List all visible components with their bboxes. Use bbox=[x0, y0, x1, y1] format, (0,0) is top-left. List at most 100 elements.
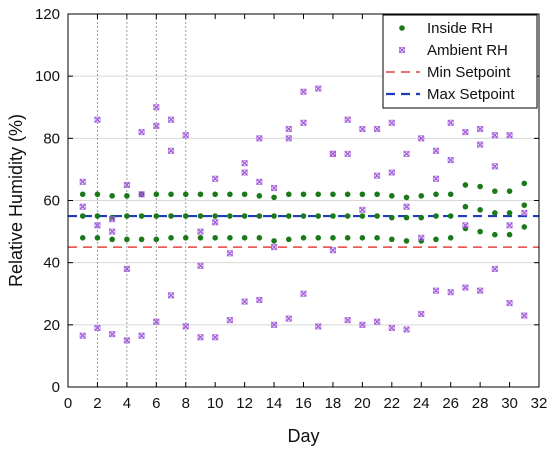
inside-rh-point bbox=[94, 213, 101, 219]
ambient-rh-point bbox=[138, 191, 145, 198]
ambient-rh-point bbox=[491, 132, 498, 139]
x-tick-label: 16 bbox=[295, 395, 312, 412]
inside-rh-point bbox=[212, 213, 218, 219]
ambient-rh-point bbox=[212, 334, 219, 341]
inside-rh-point bbox=[79, 191, 86, 198]
ambient-rh-point bbox=[256, 296, 263, 304]
ambient-rh-point bbox=[491, 265, 498, 272]
ambient-rh-point bbox=[374, 125, 381, 133]
ambient-rh-point bbox=[300, 119, 307, 126]
ambient-rh-point bbox=[241, 160, 248, 167]
ambient-rh-point bbox=[388, 169, 395, 176]
inside-rh-point bbox=[182, 213, 189, 219]
inside-rh-point bbox=[418, 214, 425, 221]
inside-rh-point bbox=[124, 236, 130, 243]
ambient-rh-point bbox=[477, 287, 484, 294]
inside-rh-point bbox=[359, 191, 366, 198]
ambient-rh-point bbox=[359, 125, 366, 133]
x-tick-label: 32 bbox=[531, 395, 548, 412]
ambient-rh-point bbox=[285, 135, 292, 142]
data-points bbox=[79, 85, 528, 344]
inside-rh-point bbox=[506, 231, 513, 238]
inside-rh-point bbox=[433, 236, 439, 243]
ambient-rh-point bbox=[226, 250, 233, 257]
inside-rh-point bbox=[447, 213, 454, 219]
ambient-rh-point bbox=[153, 122, 160, 129]
x-tick-label: 26 bbox=[442, 395, 459, 412]
inside-rh-point bbox=[418, 193, 425, 199]
ambient-rh-point bbox=[271, 321, 278, 328]
ambient-rh-point bbox=[477, 141, 484, 148]
ambient-rh-point bbox=[432, 287, 440, 294]
ambient-rh-point bbox=[138, 332, 145, 339]
inside-rh-point bbox=[153, 191, 160, 198]
x-tick-label: 18 bbox=[325, 395, 342, 412]
x-tick-label: 12 bbox=[236, 395, 253, 412]
inside-rh-point bbox=[271, 194, 277, 201]
ambient-rh-point bbox=[300, 290, 307, 297]
inside-rh-point bbox=[300, 191, 307, 198]
inside-rh-point bbox=[359, 235, 366, 241]
inside-rh-point bbox=[389, 214, 395, 221]
ambient-rh-point bbox=[462, 284, 469, 291]
ambient-rh-point bbox=[491, 163, 498, 170]
ambient-rh-point bbox=[388, 324, 395, 332]
legend-label-ambient-rh: Ambient RH bbox=[427, 42, 508, 59]
inside-rh-point bbox=[374, 191, 380, 198]
ambient-rh-point bbox=[167, 147, 175, 154]
ambient-rh-point bbox=[212, 219, 219, 226]
gridlines bbox=[68, 75, 539, 326]
inside-rh-point bbox=[153, 236, 160, 243]
inside-rh-point bbox=[153, 213, 160, 219]
ambient-rh-point bbox=[521, 312, 528, 319]
inside-rh-point bbox=[462, 182, 469, 188]
inside-rh-point bbox=[344, 191, 351, 198]
x-tick-label: 30 bbox=[501, 395, 518, 412]
inside-rh-point bbox=[374, 235, 380, 241]
ambient-rh-point bbox=[109, 228, 116, 235]
ambient-rh-point bbox=[388, 119, 395, 126]
legend-label-max-setpoint: Max Setpoint bbox=[427, 86, 515, 103]
ambient-rh-point bbox=[79, 332, 86, 339]
ambient-rh-point bbox=[241, 169, 248, 176]
x-axis-label: Day bbox=[287, 426, 319, 446]
ambient-rh-point bbox=[285, 125, 292, 133]
ambient-rh-point bbox=[447, 289, 454, 296]
ambient-rh-point bbox=[241, 298, 248, 305]
x-tick-label: 8 bbox=[182, 395, 190, 412]
ambient-rh-point bbox=[447, 119, 454, 126]
inside-rh-point bbox=[227, 213, 233, 219]
ambient-rh-point bbox=[94, 222, 101, 229]
inside-rh-point bbox=[344, 235, 351, 241]
ambient-rh-point bbox=[315, 85, 322, 92]
ambient-rh-point bbox=[285, 315, 292, 322]
ambient-rh-point bbox=[344, 116, 351, 123]
ambient-rh-point bbox=[94, 116, 101, 123]
ambient-rh-point bbox=[109, 331, 116, 338]
ambient-rh-point bbox=[329, 247, 336, 254]
inside-rh-point bbox=[256, 213, 263, 219]
ambient-rh-point bbox=[403, 326, 410, 333]
inside-rh-point bbox=[403, 194, 410, 201]
ambient-rh-point bbox=[256, 135, 263, 142]
inside-rh-point bbox=[109, 193, 115, 199]
ambient-rh-point bbox=[167, 292, 175, 299]
inside-rh-point bbox=[506, 188, 513, 194]
inside-rh-point bbox=[521, 180, 528, 187]
inside-rh-point bbox=[182, 191, 189, 198]
inside-rh-point bbox=[506, 210, 513, 216]
inside-rh-point bbox=[403, 214, 410, 221]
inside-rh-point bbox=[212, 235, 218, 241]
inside-rh-point bbox=[374, 213, 380, 219]
y-tick-label: 0 bbox=[52, 379, 60, 396]
ambient-rh-point bbox=[521, 209, 528, 216]
ambient-rh-point bbox=[123, 337, 130, 344]
x-tick-label: 6 bbox=[152, 395, 160, 412]
legend-box bbox=[382, 14, 538, 109]
inside-rh-point bbox=[315, 235, 322, 241]
ambient-rh-point bbox=[344, 150, 351, 157]
inside-rh-point bbox=[256, 235, 263, 241]
inside-rh-point bbox=[521, 224, 528, 230]
inside-rh-point bbox=[477, 207, 483, 213]
